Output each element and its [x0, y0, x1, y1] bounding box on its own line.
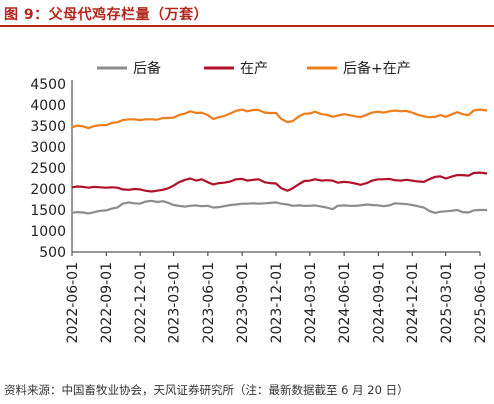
y-tick-label: 2000: [30, 182, 66, 198]
x-axis: 2022-06-01 2022-09-01 2022-12-01 2023-03-01…: [65, 251, 489, 343]
series-line: [71, 108, 488, 130]
x-tick-label: 2023-06-01: [201, 262, 217, 343]
y-tick-label: 1000: [30, 224, 66, 240]
x-tick-label: 2024-09-01: [371, 262, 387, 343]
x-tick-label: 2023-03-01: [167, 262, 183, 343]
y-tick-label: 2500: [30, 161, 66, 177]
x-tick-label: 2022-06-01: [65, 262, 81, 343]
y-tick-label: 4500: [30, 77, 66, 93]
y-tick-label: 4000: [30, 98, 66, 114]
title-divider: [0, 25, 494, 27]
legend-label: 后备: [133, 60, 161, 77]
x-tick-label: 2024-03-01: [303, 262, 319, 343]
x-tick-label: 2023-12-01: [269, 262, 285, 343]
y-tick-label: 500: [39, 245, 66, 261]
chart-legend: 后备 在产 后备+在产: [97, 60, 411, 77]
y-tick-label: 3500: [30, 119, 66, 135]
x-tick-label: 2022-12-01: [133, 262, 149, 343]
series-line: [71, 171, 488, 193]
x-tick-label: 2022-09-01: [99, 262, 115, 343]
x-tick-label: 2023-09-01: [235, 262, 251, 343]
x-tick-label: 2025-03-01: [439, 262, 455, 343]
y-axis: 500 1000 1500 2000 2500 3000 3500 4000 4500: [30, 77, 73, 261]
legend-label: 后备+在产: [343, 60, 411, 77]
x-tick-label: 2024-12-01: [405, 262, 421, 343]
x-tick-label: 2024-06-01: [337, 262, 353, 343]
chart-title: 图 9：父母代鸡存栏量（万套）: [4, 7, 209, 23]
y-tick-label: 3000: [30, 140, 66, 156]
x-tick-label: 2025-06-01: [473, 262, 489, 343]
legend-label: 在产: [240, 61, 268, 77]
series-line: [71, 199, 488, 215]
series-group: [71, 108, 488, 215]
y-tick-label: 1500: [30, 203, 66, 219]
source-note: 资料来源：中国畜牧业协会，天风证券研究所（注：最新数据截至 6 月 20 日）: [4, 383, 409, 397]
chart-title-bar: 图 9：父母代鸡存栏量（万套）: [0, 0, 494, 28]
